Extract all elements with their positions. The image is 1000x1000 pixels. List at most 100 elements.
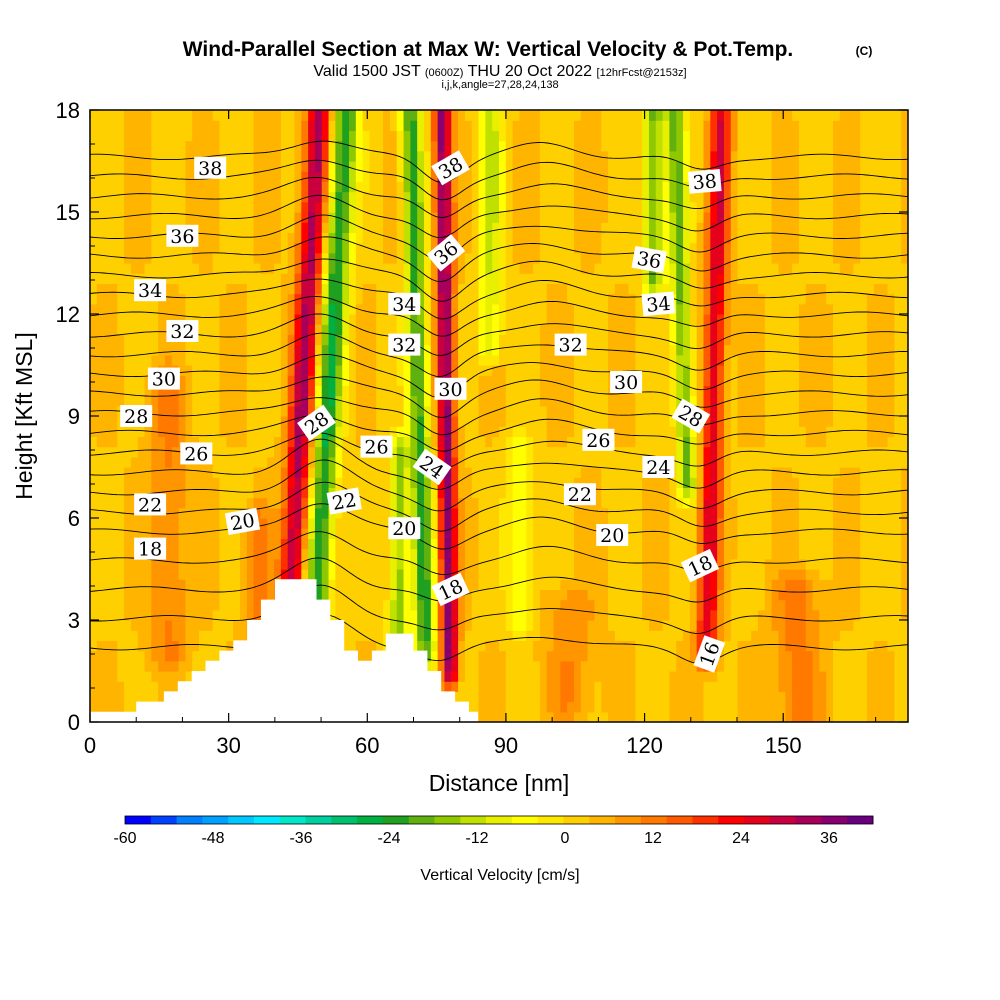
velocity-cell [144,589,152,601]
velocity-cell [171,609,180,621]
velocity-cell [492,467,500,478]
velocity-cell [451,354,459,366]
velocity-cell [560,477,568,488]
velocity-cell [383,140,391,152]
velocity-cell [362,130,371,142]
velocity-cell [573,263,582,274]
velocity-cell [274,324,282,335]
velocity-cell [233,630,241,641]
velocity-cell [519,354,527,366]
velocity-cell [587,191,596,203]
velocity-cell [601,161,609,172]
velocity-cell [499,548,507,560]
velocity-cell [253,497,262,509]
velocity-cell [362,497,371,509]
velocity-cell [464,630,473,641]
velocity-cell [573,283,582,295]
velocity-cell [594,589,602,601]
velocity-cell [110,416,118,427]
velocity-cell [328,344,336,356]
velocity-cell [90,691,98,703]
velocity-cell [614,120,623,131]
velocity-cell [178,497,187,509]
velocity-cell [90,293,98,305]
velocity-cell [342,201,350,213]
velocity-cell [560,324,568,335]
velocity-cell [314,344,323,356]
velocity-cell [614,456,623,468]
velocity-cell [185,191,193,203]
velocity-cell [362,599,371,611]
velocity-cell [608,273,616,284]
velocity-cell [471,130,480,142]
velocity-cell [553,171,561,182]
velocity-cell [471,691,480,703]
velocity-cell [96,436,105,448]
velocity-cell [124,201,132,213]
velocity-cell [505,497,514,509]
velocity-cell [178,273,187,284]
velocity-cell [437,446,446,458]
velocity-cell [444,640,452,652]
velocity-cell [96,283,105,295]
velocity-cell [137,650,146,662]
velocity-cell [512,446,521,458]
velocity-cell [246,303,255,315]
velocity-cell [444,283,452,295]
velocity-cell [369,405,377,417]
velocity-cell [355,518,364,529]
velocity-cell [158,140,166,152]
velocity-cell [601,456,609,468]
velocity-cell [424,395,432,407]
velocity-cell [308,395,316,407]
velocity-cell [178,569,187,580]
velocity-cell [185,273,193,284]
velocity-cell [485,263,493,274]
velocity-cell [573,681,582,692]
velocity-cell [137,456,146,468]
velocity-cell [280,446,289,458]
velocity-cell [171,416,180,427]
velocity-cell [533,171,541,182]
velocity-cell [314,538,323,550]
velocity-cell [389,252,398,264]
velocity-cell [573,416,582,427]
velocity-cell [621,630,630,641]
velocity-cell [294,140,302,152]
velocity-cell [492,518,500,529]
velocity-cell [417,538,425,550]
velocity-cell [546,395,555,407]
velocity-cell [110,385,118,397]
velocity-cell [124,120,132,131]
velocity-cell [260,477,268,488]
velocity-cell [171,110,180,121]
velocity-cell [362,640,371,652]
velocity-cell [648,579,657,590]
velocity-cell [608,446,616,458]
velocity-cell [403,161,411,172]
velocity-cell [464,548,473,560]
velocity-cell [403,385,411,397]
velocity-cell [349,252,357,264]
velocity-cell [464,385,473,397]
velocity-cell [246,395,255,407]
velocity-cell [519,334,527,346]
velocity-cell [130,263,139,274]
velocity-cell [130,589,139,601]
velocity-cell [635,283,643,295]
velocity-cell [246,150,255,162]
velocity-cell [628,467,636,478]
velocity-cell [628,456,636,468]
velocity-cell [192,314,200,325]
velocity-cell [594,620,602,631]
velocity-cell [512,487,521,499]
velocity-cell [608,140,616,152]
velocity-cell [383,222,391,233]
velocity-cell [151,518,159,529]
velocity-cell [130,446,139,458]
velocity-cell [171,569,180,580]
velocity-cell [349,507,357,519]
velocity-cell [171,263,180,274]
velocity-cell [533,191,541,203]
velocity-cell [369,416,377,427]
